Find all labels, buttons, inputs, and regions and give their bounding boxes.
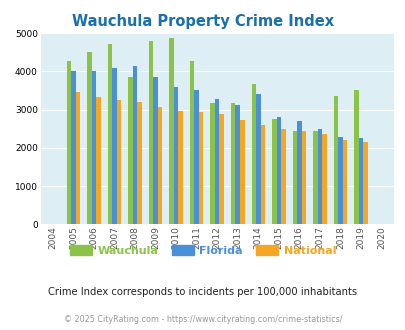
Bar <box>358 138 362 224</box>
Bar <box>132 66 137 224</box>
Bar <box>260 125 264 224</box>
Bar <box>210 103 214 224</box>
Bar <box>87 52 92 224</box>
Bar <box>137 102 141 224</box>
Bar <box>194 90 198 224</box>
Bar <box>219 114 224 224</box>
Bar <box>251 84 256 224</box>
Bar <box>169 38 173 224</box>
Bar <box>178 111 183 224</box>
Bar <box>333 96 337 224</box>
Bar <box>190 61 194 224</box>
Text: Wauchula Property Crime Index: Wauchula Property Crime Index <box>72 14 333 29</box>
Text: Crime Index corresponds to incidents per 100,000 inhabitants: Crime Index corresponds to incidents per… <box>48 287 357 297</box>
Bar <box>280 129 285 224</box>
Bar <box>296 121 301 224</box>
Bar <box>353 90 358 224</box>
Bar <box>312 131 317 224</box>
Bar <box>235 105 239 224</box>
Bar <box>128 77 132 224</box>
Bar <box>107 45 112 224</box>
Bar <box>96 97 100 224</box>
Bar <box>158 107 162 224</box>
Bar <box>71 71 75 224</box>
Bar <box>317 129 321 224</box>
Bar <box>75 92 80 224</box>
Bar <box>271 119 276 224</box>
Bar <box>214 99 219 224</box>
Bar <box>230 103 235 224</box>
Bar <box>276 117 280 224</box>
Bar <box>292 131 296 224</box>
Legend: Wauchula, Florida, National: Wauchula, Florida, National <box>65 240 340 260</box>
Bar <box>173 87 178 224</box>
Bar <box>92 71 96 224</box>
Bar <box>342 140 346 224</box>
Bar <box>117 100 121 224</box>
Bar <box>198 112 203 224</box>
Bar <box>239 119 244 224</box>
Bar <box>362 143 367 224</box>
Bar <box>149 41 153 224</box>
Bar <box>321 134 326 224</box>
Bar <box>153 77 158 224</box>
Bar <box>112 68 117 224</box>
Bar <box>337 137 342 224</box>
Bar <box>66 61 71 224</box>
Text: © 2025 CityRating.com - https://www.cityrating.com/crime-statistics/: © 2025 CityRating.com - https://www.city… <box>64 315 341 324</box>
Bar <box>256 94 260 224</box>
Bar <box>301 131 305 224</box>
